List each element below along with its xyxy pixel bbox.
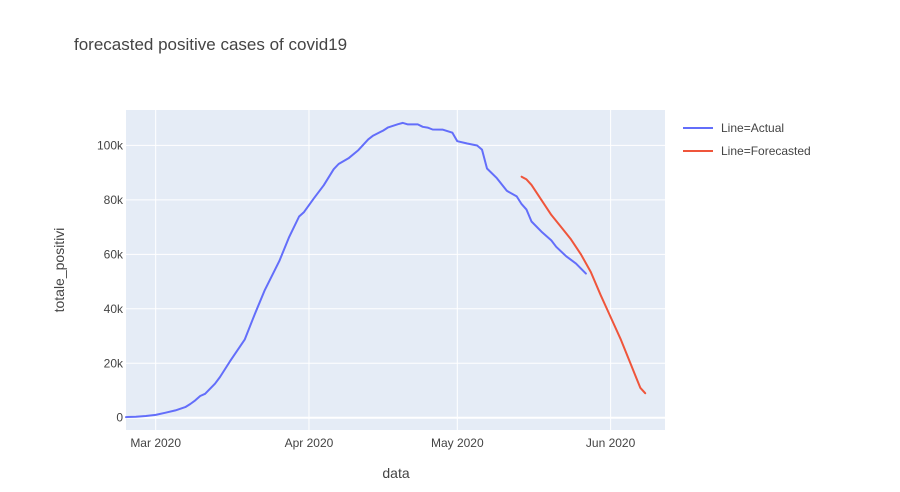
grid-lines [126,110,665,430]
series-line-actual [125,121,587,419]
x-tick-label: Apr 2020 [285,436,334,450]
x-axis-title: data [382,465,409,481]
series-line-forecasted [520,175,647,395]
y-tick-label: 20k [104,356,124,370]
x-tick-label: Jun 2020 [586,436,636,450]
y-tick-label: 100k [97,138,124,152]
y-tick-label: 80k [104,193,124,207]
x-tick-label: Mar 2020 [130,436,181,450]
y-tick-label: 60k [104,247,124,261]
y-tick-label: 0 [116,411,123,425]
y-tick-label: 40k [104,302,124,316]
legend: Line=Actual Line=Forecasted [683,121,811,158]
x-tick-label: May 2020 [431,436,484,450]
y-axis-ticks: 0 20k 40k 60k 80k 100k [97,138,124,424]
plot-area [126,110,665,430]
chart-title: forecasted positive cases of covid19 [74,35,347,54]
x-axis-ticks: Mar 2020 Apr 2020 May 2020 Jun 2020 [130,436,635,450]
legend-label: Line=Actual [721,121,784,135]
series-layer [125,121,647,419]
y-axis-title: totale_positivi [51,228,67,313]
legend-label: Line=Forecasted [721,144,811,158]
